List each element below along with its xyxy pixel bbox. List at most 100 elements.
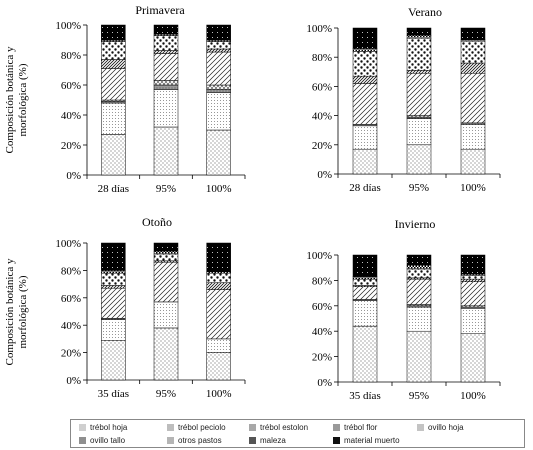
bar-segment	[153, 126, 179, 176]
bar-segment	[352, 300, 378, 327]
bar-segment	[352, 286, 378, 300]
x-tick-label: 28 días	[98, 183, 129, 195]
legend-item: maleza	[249, 436, 286, 445]
bar-segment	[101, 340, 126, 381]
legend-label: otros pastos	[178, 436, 222, 445]
bar-segment	[460, 254, 486, 275]
panel-title: Otoño	[142, 215, 172, 229]
bar-segment	[460, 148, 486, 175]
bar-segment	[406, 254, 432, 266]
bar-segment	[460, 278, 486, 282]
panel-title: Invierno	[395, 217, 436, 231]
legend-swatch	[167, 437, 174, 444]
x-tick-label: 95%	[156, 388, 176, 400]
bar-segment	[153, 89, 179, 128]
bar-segment	[352, 51, 378, 77]
bar-segment	[406, 118, 432, 146]
bar-segment	[206, 352, 231, 381]
bar-segment	[460, 333, 486, 383]
bar-segment	[153, 35, 179, 51]
bar-segment	[406, 73, 432, 116]
y-tick-label: 0%	[66, 170, 81, 182]
bar-segment	[101, 319, 126, 341]
chart-panel-0: Primavera 0% 20% 40% 60% 80% 100% 28 días 95% 100…	[55, 3, 246, 195]
y-tick-label: 80%	[61, 265, 81, 277]
bar-segment	[153, 261, 179, 303]
bar-segment	[153, 80, 179, 86]
legend-label: material muerto	[344, 436, 400, 445]
bar-segment	[153, 250, 179, 255]
bar-segment	[460, 27, 486, 40]
bar-segment	[406, 35, 432, 39]
bar-segment	[153, 53, 179, 81]
legend-item: ovillo tallo	[79, 436, 125, 445]
y-tick-label: 0%	[66, 375, 81, 387]
bar-segment	[406, 27, 432, 36]
bar-segment	[352, 48, 378, 52]
legend-item: ovillo hoja	[417, 423, 464, 432]
legend-label: maleza	[260, 436, 286, 445]
legend-label: trébol peciolo	[178, 423, 226, 432]
bar-segment	[101, 24, 126, 41]
x-tick-label: 100%	[460, 182, 486, 194]
x-tick-label: 35 días	[349, 390, 380, 402]
panel-title: Primavera	[135, 3, 185, 17]
y-tick-label: 60%	[312, 81, 332, 93]
legend-item: trébol flor	[333, 423, 377, 432]
y-tick-label: 80%	[312, 52, 332, 64]
legend-item: otros pastos	[167, 436, 222, 445]
y-tick-label: 100%	[55, 238, 81, 250]
x-tick-label: 95%	[409, 390, 429, 402]
bar-segment	[206, 41, 231, 50]
y-tick-label: 20%	[312, 140, 332, 152]
bar-segment	[153, 84, 179, 90]
y-tick-label: 100%	[306, 250, 332, 262]
bar-segment	[206, 242, 231, 273]
bar-segment	[206, 129, 231, 176]
chart-panel-2: Otoño 0% 20% 40% 60% 80% 100% 35 días 95% 100%	[55, 215, 246, 400]
y-tick-label: 0%	[317, 377, 332, 389]
legend-item: trébol hoja	[79, 423, 127, 432]
bar-segment	[406, 268, 432, 279]
bar-segment	[460, 124, 486, 150]
bar-segment	[206, 51, 231, 86]
x-tick-label: 100%	[206, 388, 232, 400]
bar-segment	[206, 48, 231, 53]
legend-swatch	[167, 424, 174, 431]
y-tick-label: 20%	[61, 140, 81, 152]
bar-segment	[460, 40, 486, 64]
y-tick-label: 0%	[317, 169, 332, 181]
y-tick-label: 40%	[312, 111, 332, 123]
y-tick-label: 60%	[312, 301, 332, 313]
bar-segment	[101, 270, 126, 274]
y-tick-label: 40%	[312, 326, 332, 338]
legend-item: material muerto	[333, 436, 400, 445]
bar-segment	[101, 285, 126, 289]
bar-segment	[352, 27, 378, 49]
y-tick-label: 80%	[312, 275, 332, 287]
bar-segment	[206, 272, 231, 283]
bar-segment	[206, 24, 231, 41]
y-tick-label: 100%	[306, 23, 332, 35]
legend-swatch	[333, 424, 340, 431]
x-tick-label: 100%	[206, 183, 232, 195]
bar-segment	[460, 281, 486, 307]
bar-segment	[206, 338, 231, 353]
legend-label: ovillo hoja	[428, 423, 464, 432]
bar-segment	[101, 102, 126, 135]
bar-segment	[101, 59, 126, 69]
y-tick-label: 40%	[61, 320, 81, 332]
bar-segment	[406, 37, 432, 71]
y-axis-label: Composición botánica ymorfológica (%)	[4, 258, 29, 365]
y-tick-label: 100%	[55, 20, 81, 32]
bar-segment	[460, 275, 486, 280]
legend-swatch	[333, 437, 340, 444]
x-tick-label: 95%	[409, 182, 429, 194]
bar-segment	[206, 289, 231, 340]
bar-segment	[352, 325, 378, 383]
bar-segment	[153, 327, 179, 381]
bar-segment	[406, 70, 432, 74]
bar-segment	[206, 89, 231, 93]
bar-segment	[153, 301, 179, 329]
bar-segment	[153, 24, 179, 35]
